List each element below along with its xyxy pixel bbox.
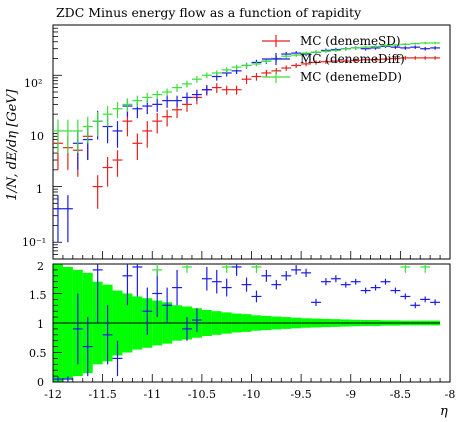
xtick-label-3: -10.5 (188, 388, 216, 401)
main-panel-series (53, 41, 441, 243)
xtick-label-5: -9.5 (290, 388, 311, 401)
ytick-label-top-3: 10² (24, 77, 42, 90)
xtick-label-8: -8 (445, 388, 456, 401)
legend-label-sd: MC (denemeSD) (300, 34, 401, 48)
xtick-label-0: -12 (44, 388, 62, 401)
main-panel-ticks (52, 24, 451, 260)
ratio-panel-ticks (52, 263, 451, 383)
ytick-label-top-0: 10⁻¹ (22, 236, 46, 249)
ytick-label-ratio-1: 0.5 (29, 347, 47, 360)
xtick-label-1: -11.5 (88, 388, 116, 401)
ytick-label-ratio-0: 0 (37, 376, 44, 389)
xtick-label-4: -10 (243, 388, 261, 401)
xtick-label-7: -8.5 (390, 388, 411, 401)
ytick-label-ratio-4: 2 (37, 260, 44, 273)
ytick-label-top-1: 1 (36, 183, 43, 196)
xtick-label-6: -9 (345, 388, 356, 401)
xtick-label-2: -11 (143, 388, 161, 401)
ytick-label-top-2: 10 (30, 130, 44, 143)
legend-label-dd: MC (denemeDD) (300, 70, 402, 84)
ytick-label-ratio-2: 1 (37, 318, 44, 331)
legend: MC (denemeSD) MC (denemeDiff) MC (deneme… (262, 34, 405, 84)
chart-title: ZDC Minus energy flow as a function of r… (56, 5, 362, 20)
ratio-panel-series (53, 264, 441, 382)
y-axis-label: 1/N, dE/dη [GeV] (5, 88, 20, 200)
x-axis-label: η (440, 404, 448, 419)
ytick-label-ratio-3: 1.5 (29, 289, 47, 302)
legend-label-diff: MC (denemeDiff) (300, 52, 405, 66)
